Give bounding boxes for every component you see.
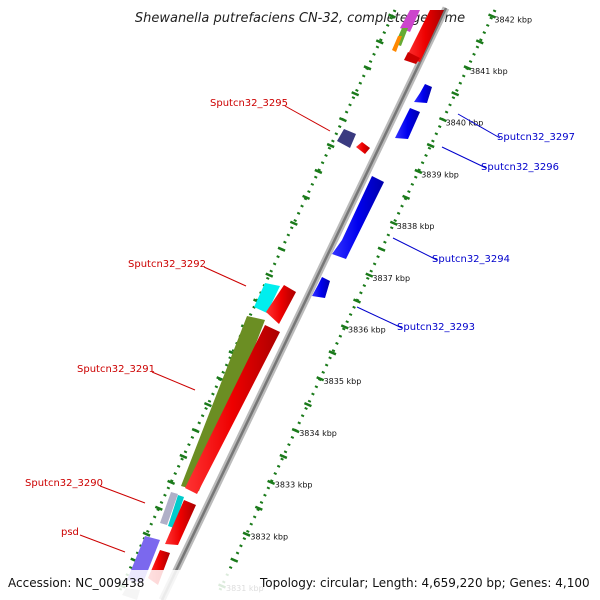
gene-block — [392, 36, 402, 52]
genome-summary-text: Topology: circular; Length: 4,659,220 bp… — [259, 576, 590, 590]
genome-backbone — [158, 6, 450, 600]
scale-label: 3836 kbp — [348, 326, 386, 335]
major-tick — [426, 142, 435, 149]
gene-sputcn32-3293 — [312, 277, 330, 298]
major-tick — [340, 324, 349, 330]
scale-label: 3834 kbp — [299, 429, 337, 438]
major-tick — [314, 168, 323, 175]
major-tick — [316, 376, 325, 382]
major-tick — [291, 427, 300, 434]
reverse-gene-arrow — [404, 52, 420, 64]
major-tick — [303, 401, 312, 408]
gene-leader-line — [441, 146, 487, 169]
major-tick — [363, 65, 372, 71]
gene-sputcn32-3290-mid — [168, 495, 184, 528]
gene-sputcn32-3292 — [266, 285, 296, 324]
major-tick — [302, 194, 311, 201]
major-tick — [328, 350, 337, 356]
major-tick — [402, 194, 411, 201]
gene-leader-line — [392, 237, 438, 261]
major-tick — [289, 220, 298, 226]
gene-label[interactable]: Sputcn32_3294 — [432, 254, 510, 265]
major-tick — [451, 91, 460, 97]
scale-label: 3838 kbp — [397, 222, 435, 231]
scale-label: 3833 kbp — [275, 481, 313, 490]
major-tick — [377, 246, 386, 252]
gene-leader-line — [151, 371, 196, 391]
major-tick — [242, 531, 251, 537]
major-tick — [375, 39, 384, 45]
major-tick — [179, 453, 188, 460]
reverse-genes — [122, 129, 370, 600]
outer-major-ticks — [218, 13, 496, 589]
major-tick — [142, 531, 151, 537]
major-tick — [279, 453, 288, 460]
gene-labels: Sputcn32_3295 Sputcn32_3292 Sputcn32_3291 S… — [25, 98, 575, 553]
gene-sputcn32-3297 — [414, 84, 432, 103]
map-title: Shewanella putrefaciens CN-32, complete … — [135, 11, 465, 26]
gene-leader-line — [356, 306, 403, 329]
major-tick — [353, 298, 361, 304]
major-tick — [167, 479, 176, 486]
major-tick — [351, 91, 360, 97]
gene-leader-line — [99, 485, 146, 504]
major-tick — [267, 479, 276, 486]
scale-label: 3842 kbp — [494, 15, 532, 24]
gene-sputcn32-3296 — [395, 108, 420, 139]
top-gene-cluster — [392, 10, 444, 64]
gene-label[interactable]: Sputcn32_3292 — [128, 259, 206, 270]
major-tick — [365, 272, 374, 278]
major-tick — [414, 168, 423, 175]
major-tick — [254, 505, 263, 511]
gene-sputcn32-3294 — [332, 176, 384, 259]
gene-label[interactable]: Sputcn32_3295 — [210, 98, 288, 109]
gene-label[interactable]: psd — [61, 527, 79, 538]
scale-label: 3839 kbp — [421, 170, 459, 179]
major-tick — [265, 272, 274, 278]
scale-label: 3841 kbp — [470, 67, 508, 76]
gene-leader-line — [457, 113, 501, 139]
major-tick — [488, 13, 496, 19]
major-tick — [389, 220, 398, 226]
gene-sputcn32-3290 — [165, 500, 196, 545]
gene-leader-line — [203, 266, 247, 287]
gene-sputcn32-3291-right — [185, 325, 280, 494]
major-tick — [154, 505, 163, 511]
gene-label[interactable]: Sputcn32_3291 — [77, 364, 155, 375]
gene-sputcn32-3290-left — [160, 492, 178, 525]
footer-bg — [0, 570, 600, 600]
scale-label: 3837 kbp — [372, 274, 410, 283]
gene-sputcn32-3292-left — [254, 283, 280, 313]
gene-leader-line — [79, 534, 126, 553]
major-tick — [438, 116, 447, 123]
major-tick — [277, 246, 286, 252]
gene-label[interactable]: Sputcn32_3296 — [481, 162, 559, 173]
reverse-gene-arrow — [406, 10, 444, 62]
gene-label[interactable]: Sputcn32_3293 — [397, 322, 475, 333]
gene-sputcn32-3295-left — [337, 129, 356, 148]
major-tick — [230, 557, 239, 563]
gene-block — [400, 10, 420, 32]
major-tick — [326, 142, 335, 149]
major-tick — [388, 13, 396, 19]
gene-sputcn32-3291 — [181, 316, 265, 491]
scale-label: 3832 kbp — [250, 532, 288, 541]
major-tick — [463, 65, 472, 71]
accession-text: Accession: NC_009438 — [8, 576, 144, 590]
gene-label[interactable]: Sputcn32_3290 — [25, 478, 103, 489]
major-tick — [191, 427, 200, 434]
gene-sputcn32-3295 — [356, 142, 370, 154]
major-tick — [338, 116, 347, 123]
major-tick — [203, 401, 212, 408]
gene-label[interactable]: Sputcn32_3297 — [497, 132, 575, 143]
outer-tick-track — [218, 9, 497, 591]
scale-label: 3835 kbp — [324, 377, 362, 386]
scale-label: 3840 kbp — [446, 119, 484, 128]
forward-genes — [312, 84, 432, 298]
gene-leader-line — [284, 105, 331, 132]
major-tick — [475, 39, 484, 45]
